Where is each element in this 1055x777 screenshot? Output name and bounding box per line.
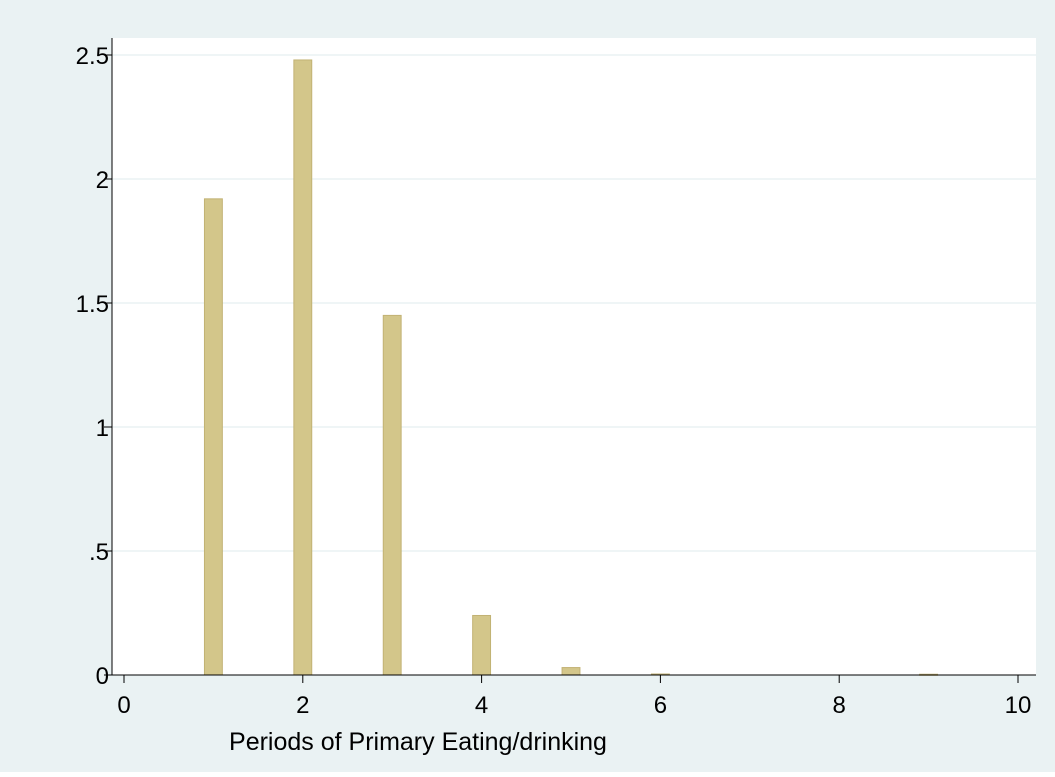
x-tick-label: 2 xyxy=(296,692,309,719)
x-tick-label: 0 xyxy=(117,692,130,719)
x-tick-label: 4 xyxy=(475,692,488,719)
y-tick-label: 1 xyxy=(96,415,109,442)
x-tick-label: 10 xyxy=(1005,692,1032,719)
histogram-bar xyxy=(382,314,402,676)
y-tick-label: .5 xyxy=(89,539,109,566)
x-tick-label: 8 xyxy=(833,692,846,719)
x-axis-title: Periods of Primary Eating/drinking xyxy=(229,728,607,756)
y-tick-label: 2 xyxy=(96,167,109,194)
y-tick-label: 0 xyxy=(96,663,109,690)
plot-area xyxy=(112,38,1036,675)
axes xyxy=(104,38,1036,683)
x-tick-label: 6 xyxy=(654,692,667,719)
y-tick-label: 2.5 xyxy=(76,43,109,70)
histogram-bar xyxy=(561,667,581,676)
gridlines xyxy=(112,54,1036,552)
histogram-bar xyxy=(472,614,492,676)
y-tick-label: 1.5 xyxy=(76,291,109,318)
tick-labels: 0 .5 1 1.5 2 2.5 0 2 4 6 8 10 xyxy=(76,43,1032,719)
histogram-bar xyxy=(293,59,313,676)
histogram-bar xyxy=(203,198,223,676)
